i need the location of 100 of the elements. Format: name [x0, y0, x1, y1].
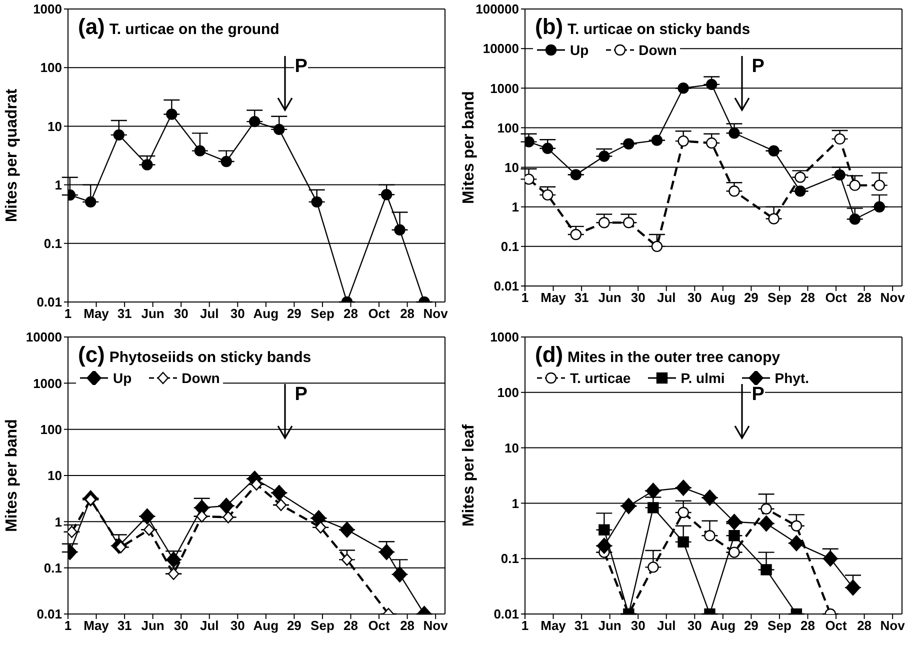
y-tick-label: 0.1	[500, 551, 519, 566]
point	[249, 116, 260, 128]
chart-title: (a) T. urticae on the ground	[78, 14, 280, 39]
x-tick-label: Sep	[310, 618, 334, 634]
point	[218, 498, 234, 514]
x-tick-label: Oct	[368, 618, 391, 634]
y-tick-label: 0.1	[44, 236, 62, 252]
x-tick-label: Nov	[423, 618, 449, 634]
x-tick-label: 28	[857, 618, 872, 634]
y-tick-label: 1000	[33, 2, 62, 17]
x-tick-label: 30	[174, 618, 188, 634]
y-tick-label: 0.01	[36, 606, 62, 622]
point	[760, 564, 772, 576]
x-tick-label: 30	[687, 618, 702, 634]
point	[194, 145, 206, 156]
x-tick-label: Sep	[768, 290, 792, 306]
x-tick-label: Jun	[141, 306, 164, 322]
x-tick-label: May	[540, 618, 567, 634]
x-tick-label: Jul	[656, 618, 676, 634]
point	[623, 138, 634, 150]
point	[728, 128, 740, 139]
legend-label: Up	[570, 42, 589, 58]
x-tick-label: 28	[400, 618, 415, 634]
x-tick-label: 29	[744, 618, 758, 634]
point	[621, 498, 636, 514]
y-tick-label: 1	[512, 199, 519, 214]
y-tick-label: 0.1	[500, 239, 519, 254]
point	[275, 498, 287, 512]
x-tick-label: 30	[630, 618, 646, 634]
y-tick-label: 1000	[490, 330, 519, 345]
annotation: P	[750, 56, 766, 77]
x-tick-label: Nov	[880, 618, 906, 634]
x-tick-label: Sep	[310, 306, 334, 322]
y-tick-label: 1	[54, 177, 62, 192]
annotation: P	[294, 56, 308, 77]
point	[768, 213, 780, 224]
point	[379, 544, 394, 560]
point	[874, 180, 885, 191]
x-tick-label: Jul	[656, 290, 676, 306]
point	[570, 169, 582, 180]
chart-title: (d) Mites in the outer tree canopy	[535, 342, 780, 367]
point	[340, 522, 354, 538]
point	[222, 511, 234, 524]
point	[596, 538, 612, 554]
point	[570, 228, 582, 240]
point	[789, 535, 804, 552]
point	[794, 172, 806, 183]
legend-label: Down	[638, 42, 677, 58]
point	[794, 186, 806, 197]
point	[648, 502, 659, 514]
point	[598, 217, 610, 228]
point	[760, 503, 772, 514]
point	[849, 180, 860, 191]
x-tick-label: Oct	[825, 290, 848, 306]
x-tick-label: 30	[230, 618, 245, 634]
y-tick-label: 0.01	[494, 278, 519, 294]
x-tick-label: Aug	[710, 618, 736, 634]
y-axis-title: Mites per band	[4, 419, 21, 532]
point	[834, 133, 846, 145]
point	[274, 124, 285, 136]
y-tick-label: 1000	[33, 376, 62, 391]
x-tick-label: 28	[344, 306, 358, 322]
legend-label: Down	[182, 370, 220, 386]
point	[874, 201, 885, 212]
x-tick-label: Aug	[710, 290, 736, 306]
x-tick-label: 28	[857, 290, 872, 306]
x-tick-label: Aug	[253, 306, 279, 322]
y-tick-label: 10	[504, 160, 519, 175]
y-axis-title: Mites per leaf	[460, 424, 478, 527]
x-tick-label: Jun	[141, 618, 164, 634]
legend-label: Phyt.	[774, 370, 810, 386]
point	[651, 240, 663, 252]
y-tick-label: 10000	[482, 41, 519, 56]
point	[646, 482, 661, 499]
x-tick-label: May	[84, 306, 110, 322]
point	[768, 145, 780, 156]
y-tick-label: 10000	[26, 330, 62, 345]
point	[542, 189, 554, 201]
y-tick-label: 100	[40, 60, 62, 76]
y-tick-label: 10	[504, 440, 519, 456]
point	[651, 134, 663, 146]
point	[678, 536, 689, 548]
x-tick-label: 31	[574, 618, 589, 634]
point	[394, 224, 406, 236]
point	[341, 554, 353, 566]
point	[676, 480, 691, 496]
x-tick-label: 30	[630, 290, 646, 306]
point	[678, 506, 689, 518]
point	[311, 196, 322, 208]
x-tick-label: 1	[64, 618, 72, 634]
point	[220, 156, 232, 168]
y-axis-title: Mites per band	[460, 91, 478, 204]
point	[728, 530, 740, 542]
point	[380, 189, 392, 200]
x-tick-label: 30	[230, 306, 245, 322]
annotation: P	[750, 384, 766, 405]
x-tick-label: 28	[400, 306, 415, 322]
legend-label: T. urticae	[570, 370, 631, 386]
point	[113, 129, 124, 141]
x-tick-label: Oct	[825, 618, 848, 634]
